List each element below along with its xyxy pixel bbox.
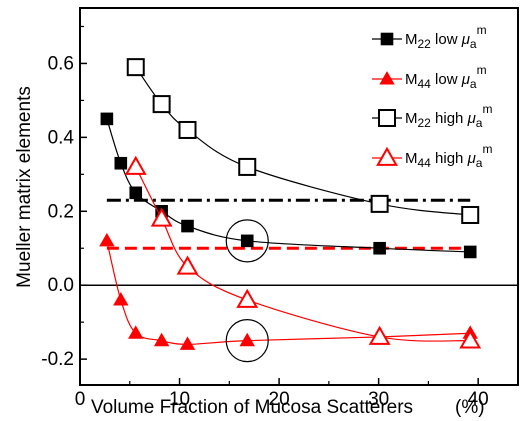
- legend-label: M22 low μam: [405, 23, 487, 51]
- highlight-circles: [225, 219, 269, 363]
- plot-frame: [79, 7, 519, 386]
- highlight-circle: [225, 319, 269, 363]
- legend-item: M44 low μam: [372, 63, 487, 91]
- series-line: [106, 118, 471, 253]
- y-tick-label: 0.6: [48, 53, 74, 74]
- x-tick-label: 10: [169, 389, 190, 410]
- data-point: [152, 95, 171, 114]
- x-tick-label: 0: [75, 389, 86, 410]
- series-4: [124, 155, 482, 349]
- legend-label: M44 low μam: [405, 63, 487, 91]
- x-tick-label: 30: [368, 389, 389, 410]
- data-point: [238, 157, 257, 176]
- data-point: [124, 155, 147, 175]
- data-point: [113, 292, 129, 306]
- reference-lines: [106, 198, 471, 250]
- legend-item: M22 high μam: [372, 102, 492, 130]
- y-tick-label: 0.4: [48, 127, 75, 148]
- data-point: [368, 325, 391, 345]
- data-point: [236, 288, 259, 308]
- data-point: [100, 112, 114, 126]
- legend-item: M44 high μam: [372, 142, 492, 170]
- data-point: [461, 205, 480, 224]
- x-tick-label: 20: [269, 389, 290, 410]
- data-point: [150, 207, 173, 227]
- data-point: [153, 332, 170, 347]
- y-tick-label: 0.0: [48, 275, 74, 296]
- series-2: [99, 232, 478, 350]
- legend-label: M44 high μam: [405, 142, 492, 170]
- data-point: [181, 219, 194, 233]
- data-point: [240, 234, 254, 248]
- data-point: [128, 325, 144, 339]
- highlight-circle: [225, 219, 269, 263]
- data-point: [99, 232, 115, 247]
- y-tick-label: 0.2: [48, 201, 74, 222]
- legend-label: M22 high μam: [405, 102, 492, 130]
- data-point: [126, 58, 145, 77]
- y-tick-label: -0.2: [41, 349, 74, 370]
- data-point: [463, 245, 477, 259]
- data-point: [179, 336, 196, 350]
- data-point: [373, 241, 386, 255]
- series-line: [106, 240, 471, 345]
- axis-ticks: 0 10 20 30 40 -0.2 0.0 0.2 0.4 0.6: [41, 25, 489, 410]
- data-point: [129, 186, 143, 200]
- series-3: [126, 58, 480, 224]
- data-point: [379, 71, 395, 85]
- series-line: [135, 166, 471, 342]
- x-tick-label: 40: [468, 389, 489, 410]
- data-point: [178, 120, 197, 139]
- data-point: [459, 329, 482, 349]
- data-point: [370, 194, 389, 213]
- series-layer: [99, 58, 482, 350]
- data-point: [380, 32, 394, 46]
- data-point: [376, 146, 398, 166]
- legend: M22 low μam M44 low μam M22 high μam M44 hi…: [372, 23, 492, 170]
- data-point: [239, 332, 255, 347]
- data-point: [378, 109, 396, 127]
- legend-item: M22 low μam: [372, 23, 487, 51]
- data-point: [114, 156, 128, 170]
- x-axis-unit: (%): [455, 397, 485, 418]
- series-1: [100, 112, 477, 259]
- y-axis-title: Mueller matrix elements: [14, 86, 35, 288]
- data-point: [176, 255, 199, 275]
- x-axis-title: Volume Fraction of Mucosa Scatterers: [91, 397, 413, 418]
